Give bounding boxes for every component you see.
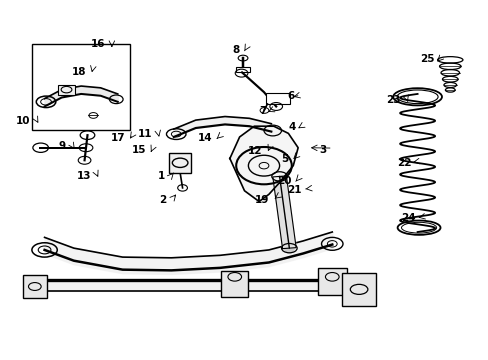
Text: 17: 17 <box>110 133 125 143</box>
Text: 8: 8 <box>232 45 239 55</box>
Text: 20: 20 <box>276 176 291 186</box>
Text: 12: 12 <box>247 145 262 156</box>
FancyBboxPatch shape <box>317 268 346 295</box>
Text: 1: 1 <box>158 171 165 181</box>
Text: 3: 3 <box>319 144 326 154</box>
Text: 4: 4 <box>288 122 295 132</box>
Text: 22: 22 <box>396 158 411 168</box>
Text: 14: 14 <box>198 133 212 143</box>
Text: 21: 21 <box>287 185 302 195</box>
FancyBboxPatch shape <box>341 273 375 306</box>
Text: 16: 16 <box>91 40 105 49</box>
Text: 25: 25 <box>419 54 434 64</box>
Bar <box>32 44 130 130</box>
Text: 13: 13 <box>76 171 91 181</box>
Text: 18: 18 <box>71 67 86 77</box>
FancyBboxPatch shape <box>58 85 75 95</box>
Text: 11: 11 <box>137 129 152 139</box>
FancyBboxPatch shape <box>221 271 248 297</box>
FancyBboxPatch shape <box>22 275 47 298</box>
Text: 23: 23 <box>385 95 400 105</box>
Text: 10: 10 <box>16 116 30 126</box>
Text: 24: 24 <box>400 213 415 223</box>
Text: 2: 2 <box>159 195 166 205</box>
Text: 7: 7 <box>259 106 266 116</box>
Text: 5: 5 <box>281 154 288 164</box>
FancyBboxPatch shape <box>236 67 249 72</box>
FancyBboxPatch shape <box>169 153 190 173</box>
Text: 15: 15 <box>131 145 146 155</box>
FancyBboxPatch shape <box>266 93 289 104</box>
Polygon shape <box>229 126 298 202</box>
Polygon shape <box>272 176 296 249</box>
Text: 9: 9 <box>58 141 65 151</box>
Text: 6: 6 <box>286 91 294 102</box>
Text: 19: 19 <box>254 195 268 205</box>
